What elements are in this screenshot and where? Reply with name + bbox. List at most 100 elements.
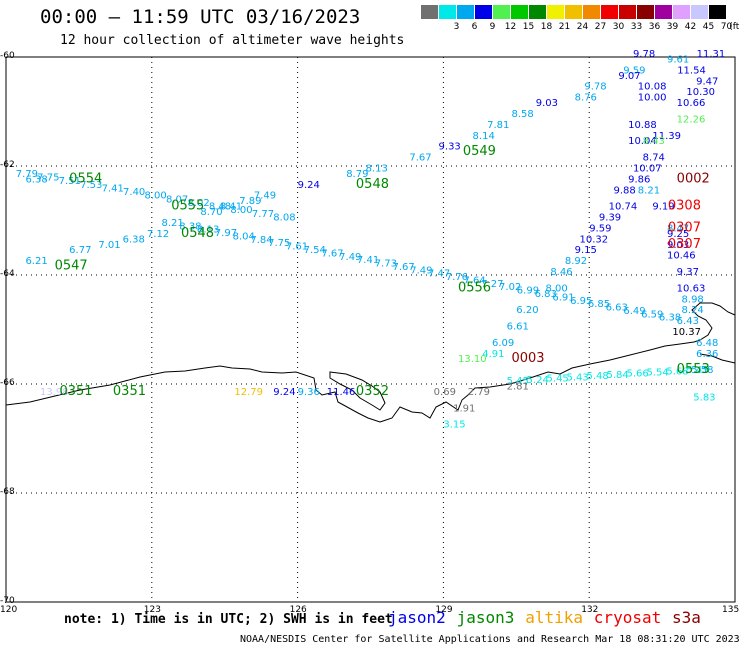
legend-tick-label: 39: [666, 22, 679, 32]
wave-height-label: 5.66: [626, 369, 648, 380]
wave-height-label: 6.63: [606, 303, 628, 314]
wave-height-label: 7.49: [410, 265, 432, 276]
legend-tick-label: 3: [453, 22, 460, 32]
legend-swatch: [529, 5, 546, 19]
wave-height-label: 10.08: [638, 82, 667, 93]
wave-height-label: 13.98: [40, 387, 69, 398]
wave-height-label: 8.13: [366, 163, 388, 174]
legend-unit: (ft): [729, 22, 740, 32]
wave-height-label: 9.07: [618, 71, 640, 82]
legend-swatch: [619, 5, 636, 19]
legend-swatch: [565, 5, 582, 19]
legend-swatch: [511, 5, 528, 19]
wave-height-label: 8.98: [682, 294, 704, 305]
wave-height-label: 5.24: [527, 375, 549, 386]
latitude-label: -64: [0, 269, 15, 279]
wave-height-label: 6.38: [123, 234, 145, 245]
wave-height-label: 8.46: [550, 267, 572, 278]
wave-height-label: 8.79: [346, 169, 368, 180]
map-subtitle: 12 hour collection of altimeter wave hei…: [60, 33, 405, 48]
wave-height-label: 5.48: [587, 371, 609, 382]
footnote: note: 1) Time is in UTC; 2) SWH is in fe…: [64, 612, 393, 627]
wave-height-label: 7.12: [147, 229, 169, 240]
pass-time-label: 0352: [356, 384, 389, 399]
wave-height-label: 10.04: [628, 136, 657, 147]
wave-height-label: 8.76: [575, 93, 597, 104]
wave-height-label: 7.27: [481, 279, 503, 290]
wave-height-label: 7.47: [428, 269, 450, 280]
wave-height-label: 6.43: [677, 316, 699, 327]
pass-time-label: 0554: [69, 171, 102, 186]
wave-height-label: 10.37: [672, 327, 701, 338]
latitude-label: -60: [0, 51, 15, 61]
wave-height-label: 8.74: [643, 153, 665, 164]
legend-tick-label: 36: [648, 22, 661, 32]
wave-height-label: 7.01: [98, 240, 120, 251]
legend-swatch: [709, 5, 726, 19]
legend-tick-label: 42: [684, 22, 697, 32]
wave-height-label: 10.00: [638, 93, 667, 104]
wave-height-label: 7.67: [409, 153, 431, 164]
wave-height-label: 7.79: [16, 169, 38, 180]
legend-tick-label: 27: [594, 22, 607, 32]
wave-height-label: 0.69: [434, 387, 456, 398]
pass-time-label: 0002: [677, 171, 710, 186]
wave-height-label: 5.58: [691, 365, 713, 376]
wave-height-label: 4.91: [482, 349, 504, 360]
legend-swatch: [673, 5, 690, 19]
legend-tick-label: 33: [630, 22, 643, 32]
wave-height-label: 5.45: [547, 374, 569, 385]
wave-height-label: 9.61: [667, 54, 689, 65]
legend-tick-label: 9: [489, 22, 496, 32]
pass-time-label: 0307: [668, 220, 701, 235]
wave-height-label: 6.38: [659, 313, 681, 324]
pass-time-label: 0307: [668, 237, 701, 252]
graticule: [6, 57, 735, 602]
legend-swatch: [601, 5, 618, 19]
wave-height-label: 8.38: [179, 221, 201, 232]
wave-height-label: 1.91: [453, 403, 475, 414]
wave-height-label: 9.59: [623, 65, 645, 76]
longitude-label: 123: [143, 605, 161, 615]
wave-height-label: 8.00: [545, 283, 567, 294]
latitude-label: -66: [0, 378, 15, 388]
wave-height-label: 9.19: [652, 202, 674, 213]
legend-swatch: [547, 5, 564, 19]
wave-height-label: 11.39: [652, 131, 681, 142]
wave-height-label: 9.86: [628, 174, 650, 185]
satellite-cryosat: cryosat: [593, 608, 662, 627]
wave-height-label: 8.58: [511, 109, 533, 120]
legend-tick-label: 6: [471, 22, 478, 32]
wave-height-label: 10.66: [677, 98, 706, 109]
wave-height-label: 7.41: [102, 183, 124, 194]
wave-height-label: 7.53: [80, 180, 102, 191]
wave-height-label: 7.81: [487, 120, 509, 131]
wave-height-label: 7.84: [250, 235, 272, 246]
wave-height-label: 12.79: [234, 387, 263, 398]
wave-height-label: 5.45: [507, 376, 529, 387]
wave-height-label: 9.24: [298, 180, 320, 191]
satellite-s3a: s3a: [672, 608, 701, 627]
legend-swatch: [475, 5, 492, 19]
wave-height-label: 5.84: [606, 370, 628, 381]
wave-height-label: 8.43: [643, 136, 665, 147]
wave-height-label: 7.75: [37, 173, 59, 184]
pass-time-label: 0003: [511, 351, 544, 366]
wave-height-label: 9.47: [696, 76, 718, 87]
wave-height-label: 6.20: [516, 305, 538, 316]
wave-height-label: 7.49: [254, 191, 276, 202]
wave-height-label: 7.49: [339, 252, 361, 263]
satellite-altika: altika: [525, 608, 583, 627]
wave-height-label: 11.31: [697, 49, 726, 60]
wave-height-label: 9.78: [584, 82, 606, 93]
legend-swatch: [439, 5, 456, 19]
legend-tick-label: 45: [702, 22, 715, 32]
longitude-label: 132: [581, 605, 599, 615]
pass-time-labels: 0554 0555 0548 0547 0548 0549 0556 0002 0308 0307…: [55, 144, 710, 399]
wave-height-label: 10.07: [633, 163, 662, 174]
wave-height-label: 7.51: [59, 176, 81, 187]
wave-height-label: 11.46: [327, 387, 356, 398]
longitude-label: 129: [435, 605, 453, 615]
wave-height-label: 5.68: [666, 366, 688, 377]
wave-height-label: 2.79: [468, 387, 490, 398]
